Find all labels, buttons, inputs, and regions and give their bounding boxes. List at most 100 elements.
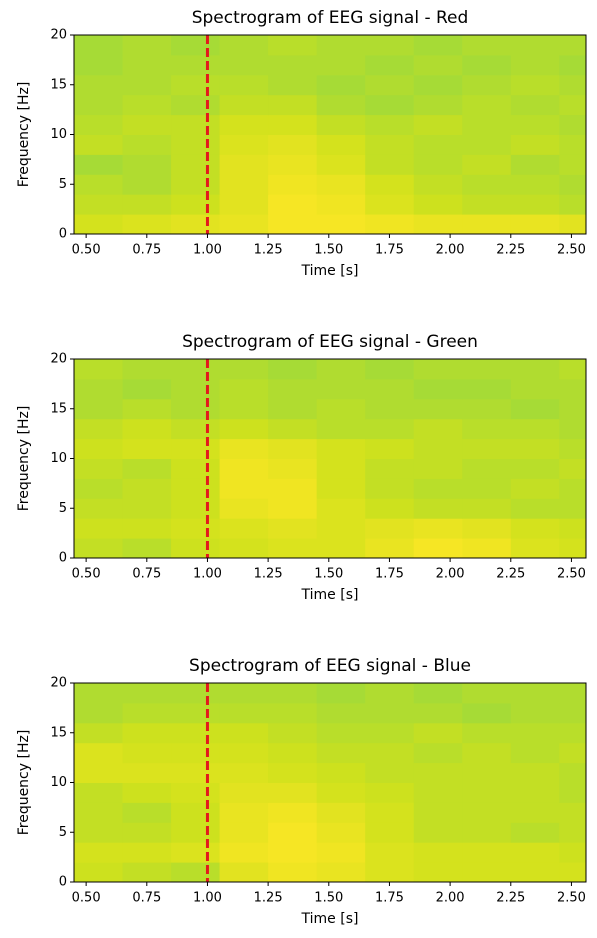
y-tick-label: 0: [59, 875, 67, 890]
heatmap-cell: [219, 94, 269, 116]
y-tick-label: 15: [50, 77, 67, 92]
heatmap-cell: [365, 398, 415, 420]
heatmap-cell: [413, 722, 463, 744]
heatmap-cell: [462, 74, 512, 96]
heatmap-cell: [74, 722, 124, 744]
heatmap-cell: [74, 378, 124, 400]
heatmap-cell: [510, 134, 560, 155]
heatmap-cell: [365, 742, 415, 764]
heatmap-cell: [462, 378, 512, 400]
heatmap-cell: [74, 862, 124, 883]
heatmap-cell: [559, 94, 587, 116]
x-tick-label: 1.75: [375, 243, 404, 258]
heatmap-cell: [462, 862, 512, 883]
heatmap-cell: [365, 458, 415, 479]
heatmap-cell: [413, 478, 463, 499]
heatmap-cell: [365, 862, 415, 883]
heatmap-cell: [559, 862, 587, 883]
heatmap-cell: [365, 154, 415, 175]
heatmap-cell: [74, 114, 124, 135]
heatmap-cell: [122, 702, 172, 724]
y-axis-label: Frequency [Hz]: [16, 82, 32, 188]
heatmap-cell: [171, 35, 221, 56]
heatmap-cell: [268, 722, 318, 744]
x-tick-label: 1.00: [193, 567, 222, 582]
y-tick-label: 20: [50, 676, 67, 691]
heatmap-cell: [219, 822, 269, 843]
x-tick-label: 2.25: [496, 891, 525, 906]
heatmap-cell: [171, 683, 221, 704]
heatmap-cell: [74, 498, 124, 519]
heatmap-cell: [219, 742, 269, 764]
heatmap-cell: [462, 418, 512, 440]
heatmap-cell: [559, 398, 587, 420]
heatmap-cell: [559, 438, 587, 459]
heatmap-cell: [559, 722, 587, 744]
heatmap-cell: [365, 378, 415, 400]
heatmap-cell: [268, 359, 318, 380]
heatmap-cell: [122, 862, 172, 883]
heatmap-cell: [219, 518, 269, 539]
heatmap-cell: [74, 194, 124, 215]
heatmap-cell: [171, 114, 221, 135]
heatmap-cell: [316, 518, 366, 539]
heatmap-cell: [510, 214, 560, 235]
heatmap-cell: [171, 359, 221, 380]
heatmap-cell: [510, 822, 560, 843]
heatmap-cell: [171, 702, 221, 724]
heatmap-cell: [510, 538, 560, 559]
x-tick-label: 1.50: [314, 567, 343, 582]
heatmap-cell: [219, 359, 269, 380]
heatmap-cell: [559, 458, 587, 479]
heatmap-cell: [510, 683, 560, 704]
heatmap-cell: [316, 498, 366, 519]
heatmap-cell: [171, 458, 221, 479]
heatmap-cell: [510, 378, 560, 400]
heatmap-cell: [74, 398, 124, 420]
y-tick-label: 15: [50, 401, 67, 416]
heatmap-cell: [462, 842, 512, 863]
heatmap-cell: [74, 359, 124, 380]
heatmap-cell: [365, 702, 415, 724]
heatmap-cell: [559, 478, 587, 499]
heatmap-cell: [413, 498, 463, 519]
heatmap-cell: [510, 194, 560, 215]
heatmap-cell: [268, 702, 318, 724]
heatmap-cell: [462, 518, 512, 539]
heatmap-cell: [171, 862, 221, 883]
heatmap-cell: [219, 74, 269, 96]
x-tick-label: 2.25: [496, 567, 525, 582]
heatmap-cell: [413, 74, 463, 96]
heatmap-cell: [268, 862, 318, 883]
heatmap-cell: [219, 538, 269, 559]
heatmap-cell: [316, 458, 366, 479]
heatmap-cell: [74, 842, 124, 863]
heatmap-cell: [74, 742, 124, 764]
heatmap-cell: [219, 194, 269, 215]
heatmap-cell: [219, 214, 269, 235]
heatmap-cell: [268, 54, 318, 76]
heatmap-cell: [219, 683, 269, 704]
heatmap-cell: [365, 842, 415, 863]
heatmap-cell: [510, 74, 560, 96]
heatmap-cell: [316, 702, 366, 724]
heatmap-cell: [316, 842, 366, 863]
heatmap-cell: [462, 782, 512, 803]
heatmap-cell: [365, 782, 415, 803]
heatmap-cell: [510, 722, 560, 744]
y-tick-label: 20: [50, 352, 67, 367]
heatmap-cell: [365, 822, 415, 843]
heatmap-cell: [510, 862, 560, 883]
x-tick-label: 1.25: [254, 243, 283, 258]
x-axis-label: Time [s]: [301, 263, 359, 279]
heatmap-cell: [316, 742, 366, 764]
heatmap-cell: [316, 782, 366, 803]
x-tick-label: 1.25: [254, 567, 283, 582]
heatmap-cell: [171, 742, 221, 764]
x-tick-label: 2.00: [436, 891, 465, 906]
heatmap-cell: [122, 154, 172, 175]
heatmap-cell: [268, 438, 318, 459]
heatmap-cell: [365, 359, 415, 380]
heatmap-cell: [559, 762, 587, 783]
x-tick-label: 0.75: [132, 891, 161, 906]
